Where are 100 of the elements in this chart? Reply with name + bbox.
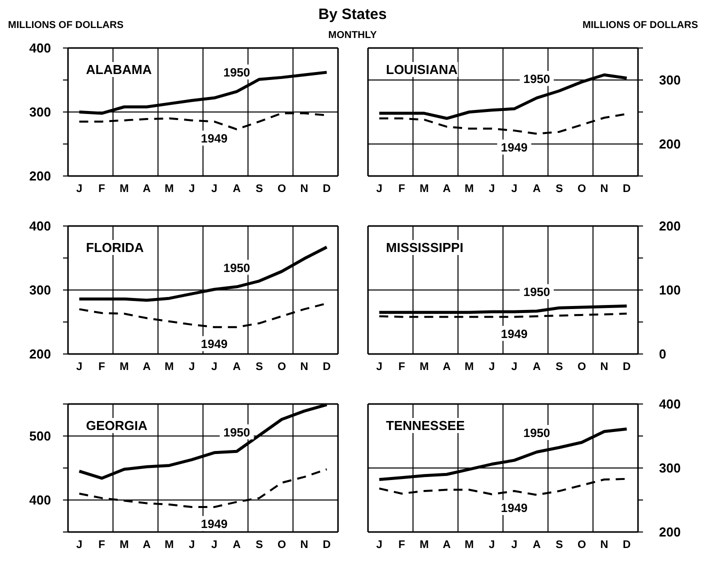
x-tick-label: A: [532, 182, 541, 195]
x-tick-label: S: [256, 360, 263, 373]
x-tick-label: S: [256, 182, 263, 195]
y-tick-label: 200: [29, 346, 51, 362]
x-tick-label: O: [577, 182, 586, 195]
text: TENNESSEE: [386, 418, 465, 433]
text: FLORIDA: [86, 240, 144, 255]
text: GEORGIA: [86, 418, 148, 433]
x-tick-label: J: [376, 360, 382, 373]
x-tick-label: F: [98, 360, 106, 373]
x-tick-label: D: [622, 182, 631, 195]
x-tick-label: J: [211, 360, 218, 373]
y-tick-label: 400: [29, 492, 51, 508]
x-tick-label: O: [577, 538, 586, 551]
y-tick-label: 400: [29, 40, 51, 56]
y-tick-label: 500: [29, 428, 51, 444]
x-tick-label: J: [188, 360, 195, 373]
x-tick-label: A: [532, 360, 541, 373]
x-tick-label: S: [556, 538, 563, 551]
x-tick-label: M: [420, 182, 429, 195]
x-tick-label: N: [600, 360, 608, 373]
y2-axis-title: MILLIONS OF DOLLARS: [582, 20, 698, 31]
x-tick-label: D: [322, 182, 331, 195]
x-tick-label: D: [322, 360, 331, 373]
x-tick-label: N: [300, 360, 308, 373]
x-tick-label: M: [420, 538, 429, 551]
x-tick-label: M: [164, 360, 174, 373]
y2-tick-label: 300: [659, 72, 681, 88]
x-tick-label: N: [300, 182, 308, 195]
x-tick-label: M: [120, 360, 129, 373]
x-tick-label: A: [232, 360, 241, 373]
text: MISSISSIPPI: [386, 240, 464, 255]
x-tick-label: M: [164, 538, 174, 551]
x-tick-label: J: [76, 538, 82, 551]
y-axis-title: MILLIONS OF DOLLARS: [8, 20, 124, 31]
x-tick-label: A: [142, 360, 151, 373]
x-tick-label: J: [511, 360, 518, 373]
series-label: 1950: [223, 260, 250, 275]
x-tick-label: F: [98, 538, 106, 551]
y-tick-label: 300: [29, 282, 51, 298]
x-tick-label: J: [188, 182, 195, 195]
x-tick-label: A: [442, 538, 451, 551]
x-tick-label: J: [376, 538, 382, 551]
series-label: 1949: [500, 140, 528, 155]
x-tick-label: A: [442, 182, 451, 195]
x-tick-label: J: [211, 538, 218, 551]
series-label: 1950: [223, 66, 250, 80]
x-tick-label: J: [488, 538, 495, 551]
x-tick-label: F: [398, 360, 406, 373]
series-label: 1949: [500, 326, 528, 341]
x-tick-label: D: [322, 538, 331, 551]
y2-tick-label: 0: [659, 346, 666, 362]
x-tick-label: A: [142, 182, 151, 195]
x-tick-label: F: [98, 182, 106, 195]
x-tick-label: A: [232, 182, 241, 195]
x-tick-label: N: [300, 538, 308, 551]
x-tick-label: J: [76, 360, 82, 373]
x-tick-label: J: [76, 182, 82, 195]
y2-tick-label: 400: [659, 396, 681, 412]
y2-tick-label: 100: [659, 282, 681, 298]
y2-tick-label: 300: [659, 460, 681, 476]
y-tick-label: 200: [29, 168, 51, 184]
x-tick-label: J: [511, 538, 518, 551]
x-tick-label: A: [532, 538, 541, 551]
series-label: 1950: [523, 426, 550, 440]
x-tick-label: O: [277, 182, 286, 195]
x-tick-label: J: [211, 182, 218, 195]
y2-tick-label: 200: [659, 524, 681, 540]
x-tick-label: M: [464, 182, 474, 195]
series-label: 1949: [200, 337, 228, 352]
y2-tick-label: 200: [659, 218, 681, 234]
x-tick-label: J: [188, 538, 195, 551]
x-tick-label: A: [232, 538, 241, 551]
x-tick-label: O: [277, 538, 286, 551]
x-tick-label: M: [120, 538, 129, 551]
x-tick-label: O: [277, 360, 286, 373]
series-label: 1949: [500, 501, 528, 516]
x-tick-label: O: [577, 360, 586, 373]
series-label: 1950: [523, 72, 550, 86]
text: By States: [318, 6, 387, 23]
y-tick-label: 400: [29, 218, 51, 234]
x-tick-label: F: [398, 538, 406, 551]
x-tick-label: M: [464, 360, 474, 373]
series-label: 1949: [200, 132, 228, 146]
x-tick-label: A: [142, 538, 151, 551]
y2-tick-label: 200: [659, 136, 681, 152]
text: LOUISIANA: [386, 62, 458, 77]
x-tick-label: A: [442, 360, 451, 373]
x-tick-label: J: [488, 360, 495, 373]
x-tick-label: J: [511, 182, 518, 195]
text: MONTHLY: [327, 30, 378, 41]
x-tick-label: D: [622, 538, 631, 551]
x-tick-label: M: [464, 538, 474, 551]
x-tick-label: N: [600, 538, 608, 551]
x-tick-label: J: [488, 182, 495, 195]
x-tick-label: M: [164, 182, 174, 195]
series-label: 1949: [200, 517, 228, 532]
x-tick-label: J: [376, 182, 382, 195]
x-tick-label: M: [420, 360, 429, 373]
x-tick-label: S: [556, 360, 563, 373]
